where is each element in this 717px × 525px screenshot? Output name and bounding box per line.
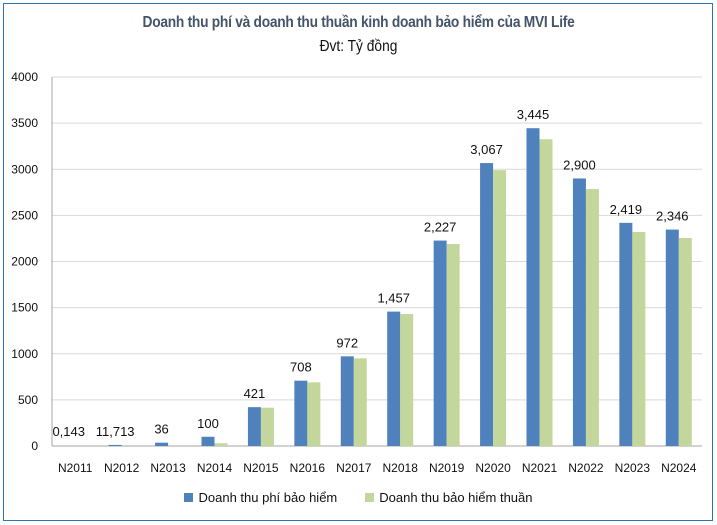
bar-net-revenue bbox=[678, 237, 692, 446]
data-label: 3,445 bbox=[517, 107, 550, 122]
bar-net-revenue bbox=[493, 170, 507, 447]
bar-net-revenue bbox=[585, 189, 599, 447]
y-tick-label: 0 bbox=[31, 439, 38, 453]
bar-fee-revenue bbox=[619, 222, 633, 446]
x-tick-label: N2013 bbox=[150, 461, 186, 475]
data-label: 2,419 bbox=[610, 202, 643, 217]
bar-fee-revenue bbox=[572, 178, 586, 446]
x-tick-label: N2017 bbox=[336, 461, 372, 475]
y-tick-label: 1500 bbox=[11, 301, 38, 315]
x-tick-label: N2018 bbox=[383, 461, 419, 475]
data-label: 2,900 bbox=[563, 157, 596, 172]
bar-fee-revenue bbox=[433, 240, 447, 446]
legend-label: Doanh thu bảo hiểm thuần bbox=[379, 490, 533, 505]
x-tick-label: N2021 bbox=[522, 461, 558, 475]
data-label: 972 bbox=[336, 335, 358, 350]
x-tick-label: N2020 bbox=[475, 461, 511, 475]
data-label: 2,227 bbox=[424, 220, 457, 235]
y-tick-label: 3000 bbox=[11, 162, 38, 176]
chart-title: Doanh thu phí và doanh thu thuần kinh do… bbox=[142, 14, 575, 31]
legend-item-series-1: Doanh thu phí bảo hiểm bbox=[184, 490, 337, 505]
bar-net-revenue bbox=[446, 243, 460, 446]
gridlines bbox=[51, 76, 702, 447]
x-tick-label: N2022 bbox=[568, 461, 604, 475]
y-tick-label: 4000 bbox=[11, 70, 38, 84]
y-tick-label: 2500 bbox=[11, 208, 38, 222]
data-label: 36 bbox=[154, 422, 168, 437]
legend-swatch-green bbox=[365, 493, 375, 502]
bar-fee-revenue bbox=[247, 407, 261, 446]
data-labels: 0,143 11,713 36 100 421 708 972 1,457 2,227 3,067… bbox=[52, 107, 688, 439]
data-label: 100 bbox=[197, 416, 219, 431]
data-label: 11,713 bbox=[96, 424, 135, 439]
x-tick-label: N2019 bbox=[429, 461, 465, 475]
data-label: 2,346 bbox=[656, 209, 689, 224]
x-tick-label: N2011 bbox=[58, 461, 93, 475]
bar-net-revenue bbox=[353, 358, 367, 446]
y-tick-label: 3500 bbox=[11, 116, 38, 130]
bar-fee-revenue bbox=[155, 442, 169, 446]
bar-net-revenue bbox=[400, 314, 414, 446]
data-label: 421 bbox=[244, 386, 266, 401]
x-tick-label: N2012 bbox=[104, 461, 140, 475]
y-axis-ticks: 0 500 1000 1500 2000 2500 3000 3500 4000 bbox=[11, 70, 38, 453]
bar-net-revenue bbox=[260, 407, 274, 446]
x-tick-label: N2016 bbox=[290, 461, 326, 475]
y-tick-label: 1000 bbox=[11, 347, 38, 361]
data-label: 708 bbox=[290, 360, 312, 375]
bar-fee-revenue bbox=[665, 229, 679, 446]
bar-fee-revenue bbox=[340, 356, 354, 446]
chart-subtitle: Đvt: Tỷ đồng bbox=[319, 38, 398, 55]
data-label: 3,067 bbox=[470, 142, 503, 157]
y-tick-label: 2000 bbox=[11, 255, 38, 269]
x-tick-label: N2014 bbox=[197, 461, 233, 475]
bar-net-revenue bbox=[214, 443, 228, 446]
bar-net-revenue bbox=[539, 139, 553, 447]
x-tick-label: N2024 bbox=[661, 461, 697, 475]
x-tick-label: N2015 bbox=[243, 461, 279, 475]
legend: Doanh thu phí bảo hiểm Doanh thu bảo hiể… bbox=[0, 490, 717, 505]
bar-fee-revenue bbox=[387, 311, 401, 446]
bar-net-revenue bbox=[632, 231, 646, 446]
bar-net-revenue bbox=[307, 382, 321, 446]
bar-fee-revenue bbox=[201, 436, 215, 446]
data-label: 0,143 bbox=[52, 424, 85, 439]
legend-label: Doanh thu phí bảo hiểm bbox=[198, 490, 338, 505]
bar-fee-revenue bbox=[294, 380, 308, 446]
bar-fee-revenue bbox=[108, 444, 122, 446]
data-label: 1,457 bbox=[377, 291, 410, 306]
legend-swatch-blue bbox=[184, 493, 194, 502]
legend-item-series-2: Doanh thu bảo hiểm thuần bbox=[365, 490, 533, 505]
y-tick-label: 500 bbox=[18, 393, 38, 407]
x-tick-label: N2023 bbox=[615, 461, 651, 475]
bars bbox=[62, 128, 692, 447]
x-axis-ticks: N2011 N2012 N2013 N2014 N2015 N2016 N2017 N2018… bbox=[58, 461, 697, 475]
bar-fee-revenue bbox=[526, 128, 540, 447]
bar-fee-revenue bbox=[480, 163, 494, 446]
